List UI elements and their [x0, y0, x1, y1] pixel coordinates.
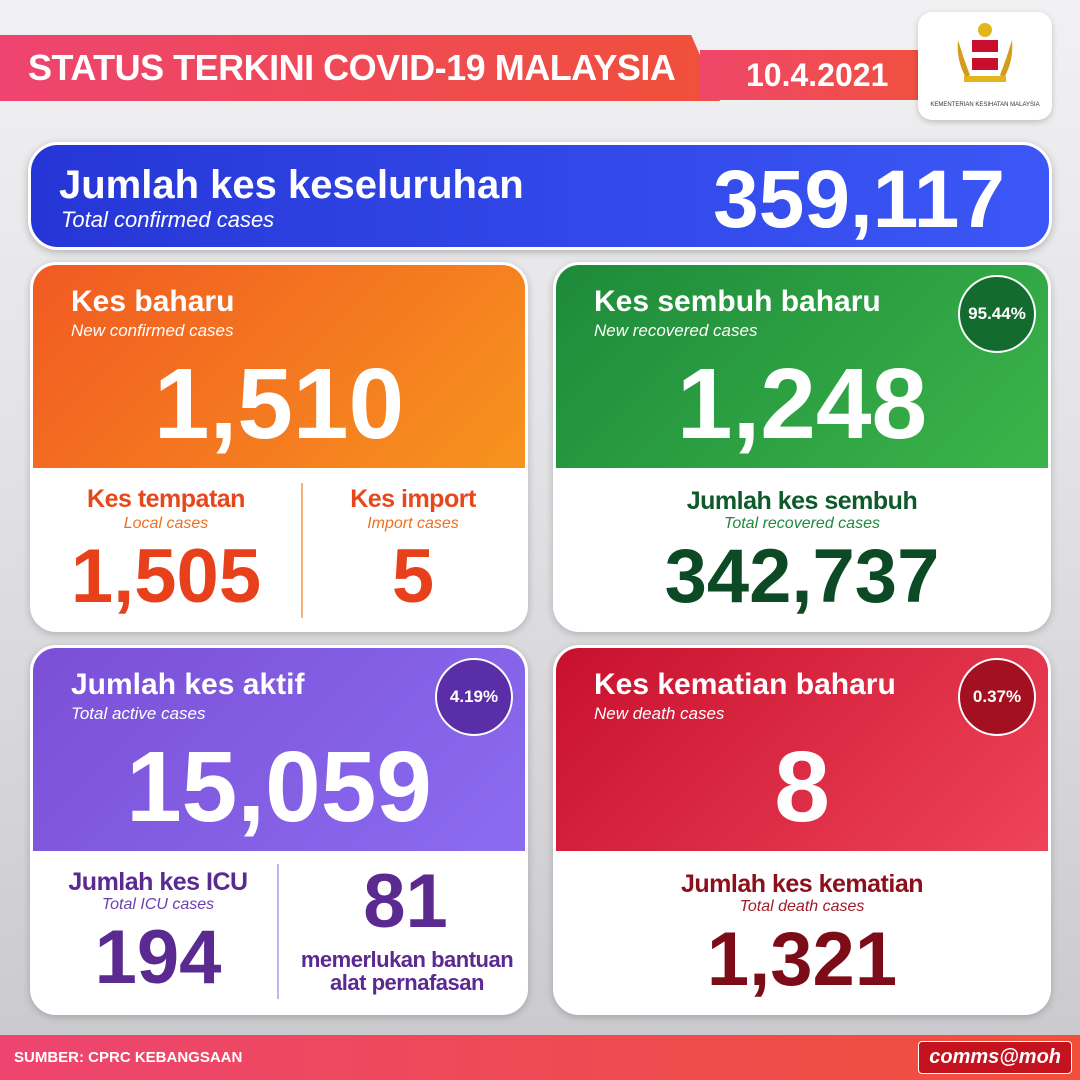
card-title: Jumlah kes aktif [71, 668, 305, 701]
total-title: Jumlah kes keseluruhan [59, 163, 524, 207]
card-subtitle: New death cases [594, 704, 725, 723]
card-title: Kes kematian baharu [594, 668, 896, 701]
coat-of-arms-icon [957, 23, 1013, 82]
icu-label: Jumlah kes ICU [68, 868, 248, 896]
card-title: Kes sembuh baharu [594, 285, 881, 318]
icu-value: 194 [94, 915, 222, 1000]
title-banner: STATUS TERKINI COVID-19 MALAYSIA [0, 35, 720, 101]
total-recovered-sub: Total recovered cases [724, 515, 880, 532]
ventilator-label: memerlukan bantuan alat pernafasan [300, 947, 514, 995]
total-deaths-sub: Total death cases [739, 898, 865, 915]
recovered-card: Kes sembuh baharu New recovered cases 95… [553, 262, 1051, 632]
import-value: 5 [391, 534, 435, 619]
active-cases-card: Jumlah kes aktif Total active cases 4.19… [30, 645, 528, 1015]
source-text: SUMBER: CPRC KEBANGSAAN [14, 1049, 243, 1066]
import-sub: Import cases [367, 515, 459, 532]
new-cases-value: 1,510 [153, 348, 405, 460]
card-subtitle: Total active cases [71, 704, 206, 723]
local-label: Kes tempatan [87, 485, 245, 513]
deaths-card: Kes kematian baharu New death cases 0.37… [553, 645, 1051, 1015]
total-recovered-label: Jumlah kes sembuh [686, 487, 918, 515]
local-sub: Local cases [123, 515, 209, 532]
ventilator-value: 81 [363, 859, 448, 944]
divider [301, 483, 303, 618]
total-subtitle: Total confirmed cases [61, 207, 275, 232]
card-subtitle: New confirmed cases [71, 321, 234, 340]
import-label: Kes import [350, 485, 476, 513]
ministry-logo: KEMENTERIAN KESIHATAN MALAYSIA [918, 12, 1052, 120]
local-value: 1,505 [70, 534, 262, 619]
total-deaths-label: Jumlah kes kematian [680, 870, 924, 898]
card-title: Kes baharu [71, 285, 235, 318]
recovered-value: 1,248 [676, 348, 928, 460]
divider [277, 864, 279, 999]
deaths-value: 8 [774, 731, 830, 843]
recovered-percent-badge: 95.44% [958, 275, 1036, 353]
active-percent-badge: 4.19% [435, 658, 513, 736]
page-title: STATUS TERKINI COVID-19 MALAYSIA [28, 47, 676, 88]
date-banner: 10.4.2021 [700, 50, 918, 100]
total-cases-banner: Jumlah kes keseluruhan Total confirmed c… [28, 142, 1052, 250]
card-subtitle: New recovered cases [594, 321, 758, 340]
total-deaths-value: 1,321 [706, 917, 898, 1002]
death-percent-badge: 0.37% [958, 658, 1036, 736]
brand-badge: comms@moh [918, 1041, 1072, 1074]
new-cases-card: Kes baharu New confirmed cases 1,510 Kes… [30, 262, 528, 632]
total-recovered-value: 342,737 [664, 534, 940, 619]
active-value: 15,059 [126, 731, 432, 843]
icu-sub: Total ICU cases [101, 896, 215, 913]
total-value: 359,117 [713, 154, 1005, 245]
date: 10.4.2021 [746, 57, 889, 93]
footer: SUMBER: CPRC KEBANGSAAN comms@moh [0, 1035, 1080, 1080]
logo-text: KEMENTERIAN KESIHATAN MALAYSIA [930, 102, 1040, 108]
